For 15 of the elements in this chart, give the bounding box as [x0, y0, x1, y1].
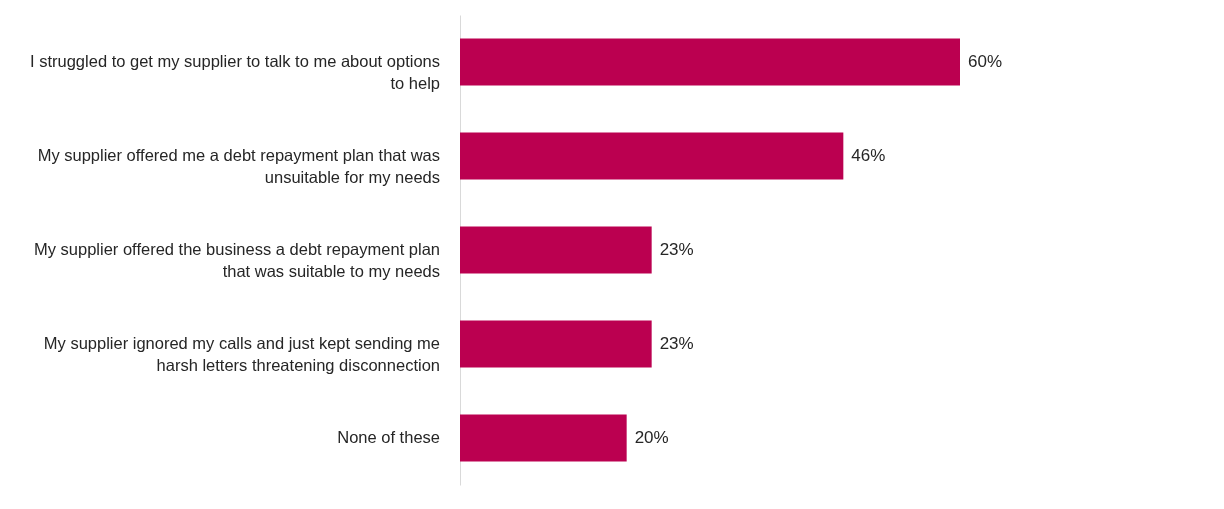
bar: [460, 226, 652, 274]
bar: [460, 320, 652, 368]
data-label: 20%: [634, 428, 669, 447]
data-label: 60%: [968, 52, 1003, 71]
bar: [460, 38, 960, 86]
bar: [460, 132, 844, 180]
y-tick-label: My supplier offered me a debt repayment plan that was unsuitable for my needs: [37, 146, 440, 186]
y-tick-label: My supplier ignored my calls and just kept sending me harsh letters threatening disconnection: [43, 334, 440, 374]
data-label: 46%: [851, 146, 886, 165]
y-tick-label: None of these: [337, 428, 440, 446]
data-label: 23%: [659, 334, 694, 353]
y-tick-label: I struggled to get my supplier to talk to me about options to help: [30, 52, 440, 92]
y-tick-label: My supplier offered the business a debt repayment plan that was suitable to my needs: [33, 240, 440, 280]
bar: [460, 414, 627, 462]
data-label: 23%: [659, 240, 694, 259]
